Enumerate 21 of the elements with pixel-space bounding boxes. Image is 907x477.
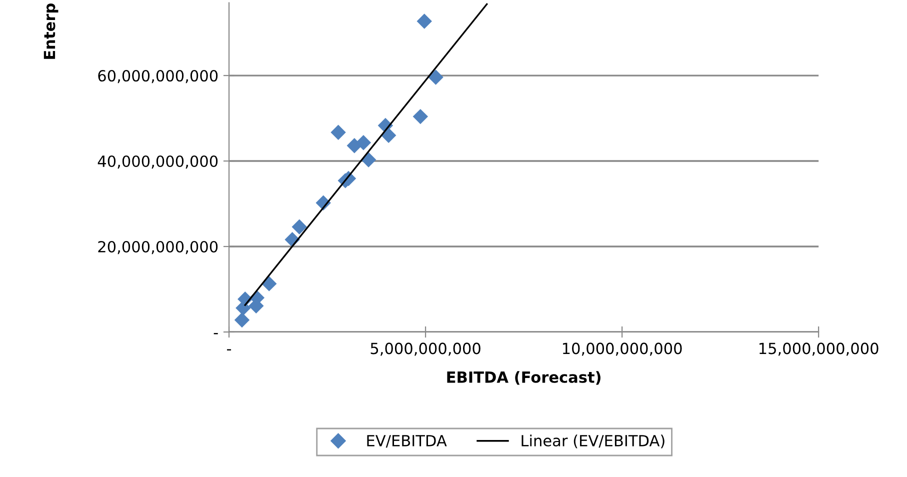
legend-label: Linear (EV/EBITDA) — [522, 434, 664, 448]
x-tick-label: 5,000,000,000 — [370, 342, 480, 356]
point — [380, 128, 396, 143]
point — [416, 14, 432, 29]
y-tick-label: 40,000,000,000 — [98, 155, 218, 169]
point — [428, 70, 444, 85]
point — [412, 108, 428, 124]
point — [234, 312, 250, 328]
x-tick-label: - — [227, 349, 232, 350]
point — [330, 124, 346, 140]
y-axis-title: Enterp — [44, 4, 58, 59]
x-axis-title: EBITDA (Forecast) — [447, 371, 600, 385]
point — [262, 276, 277, 292]
point — [356, 135, 372, 150]
y-tick-label: - — [214, 333, 218, 334]
legend-label: EV/EBITDA — [367, 435, 447, 448]
x-tick-label: 10,000,000,000 — [562, 342, 682, 356]
x-tick-label: 15,000,000,000 — [760, 342, 878, 356]
y-tick-label: 60,000,000,000 — [98, 70, 218, 84]
y-tick-label: 20,000,000,000 — [98, 240, 218, 254]
point — [292, 219, 307, 234]
